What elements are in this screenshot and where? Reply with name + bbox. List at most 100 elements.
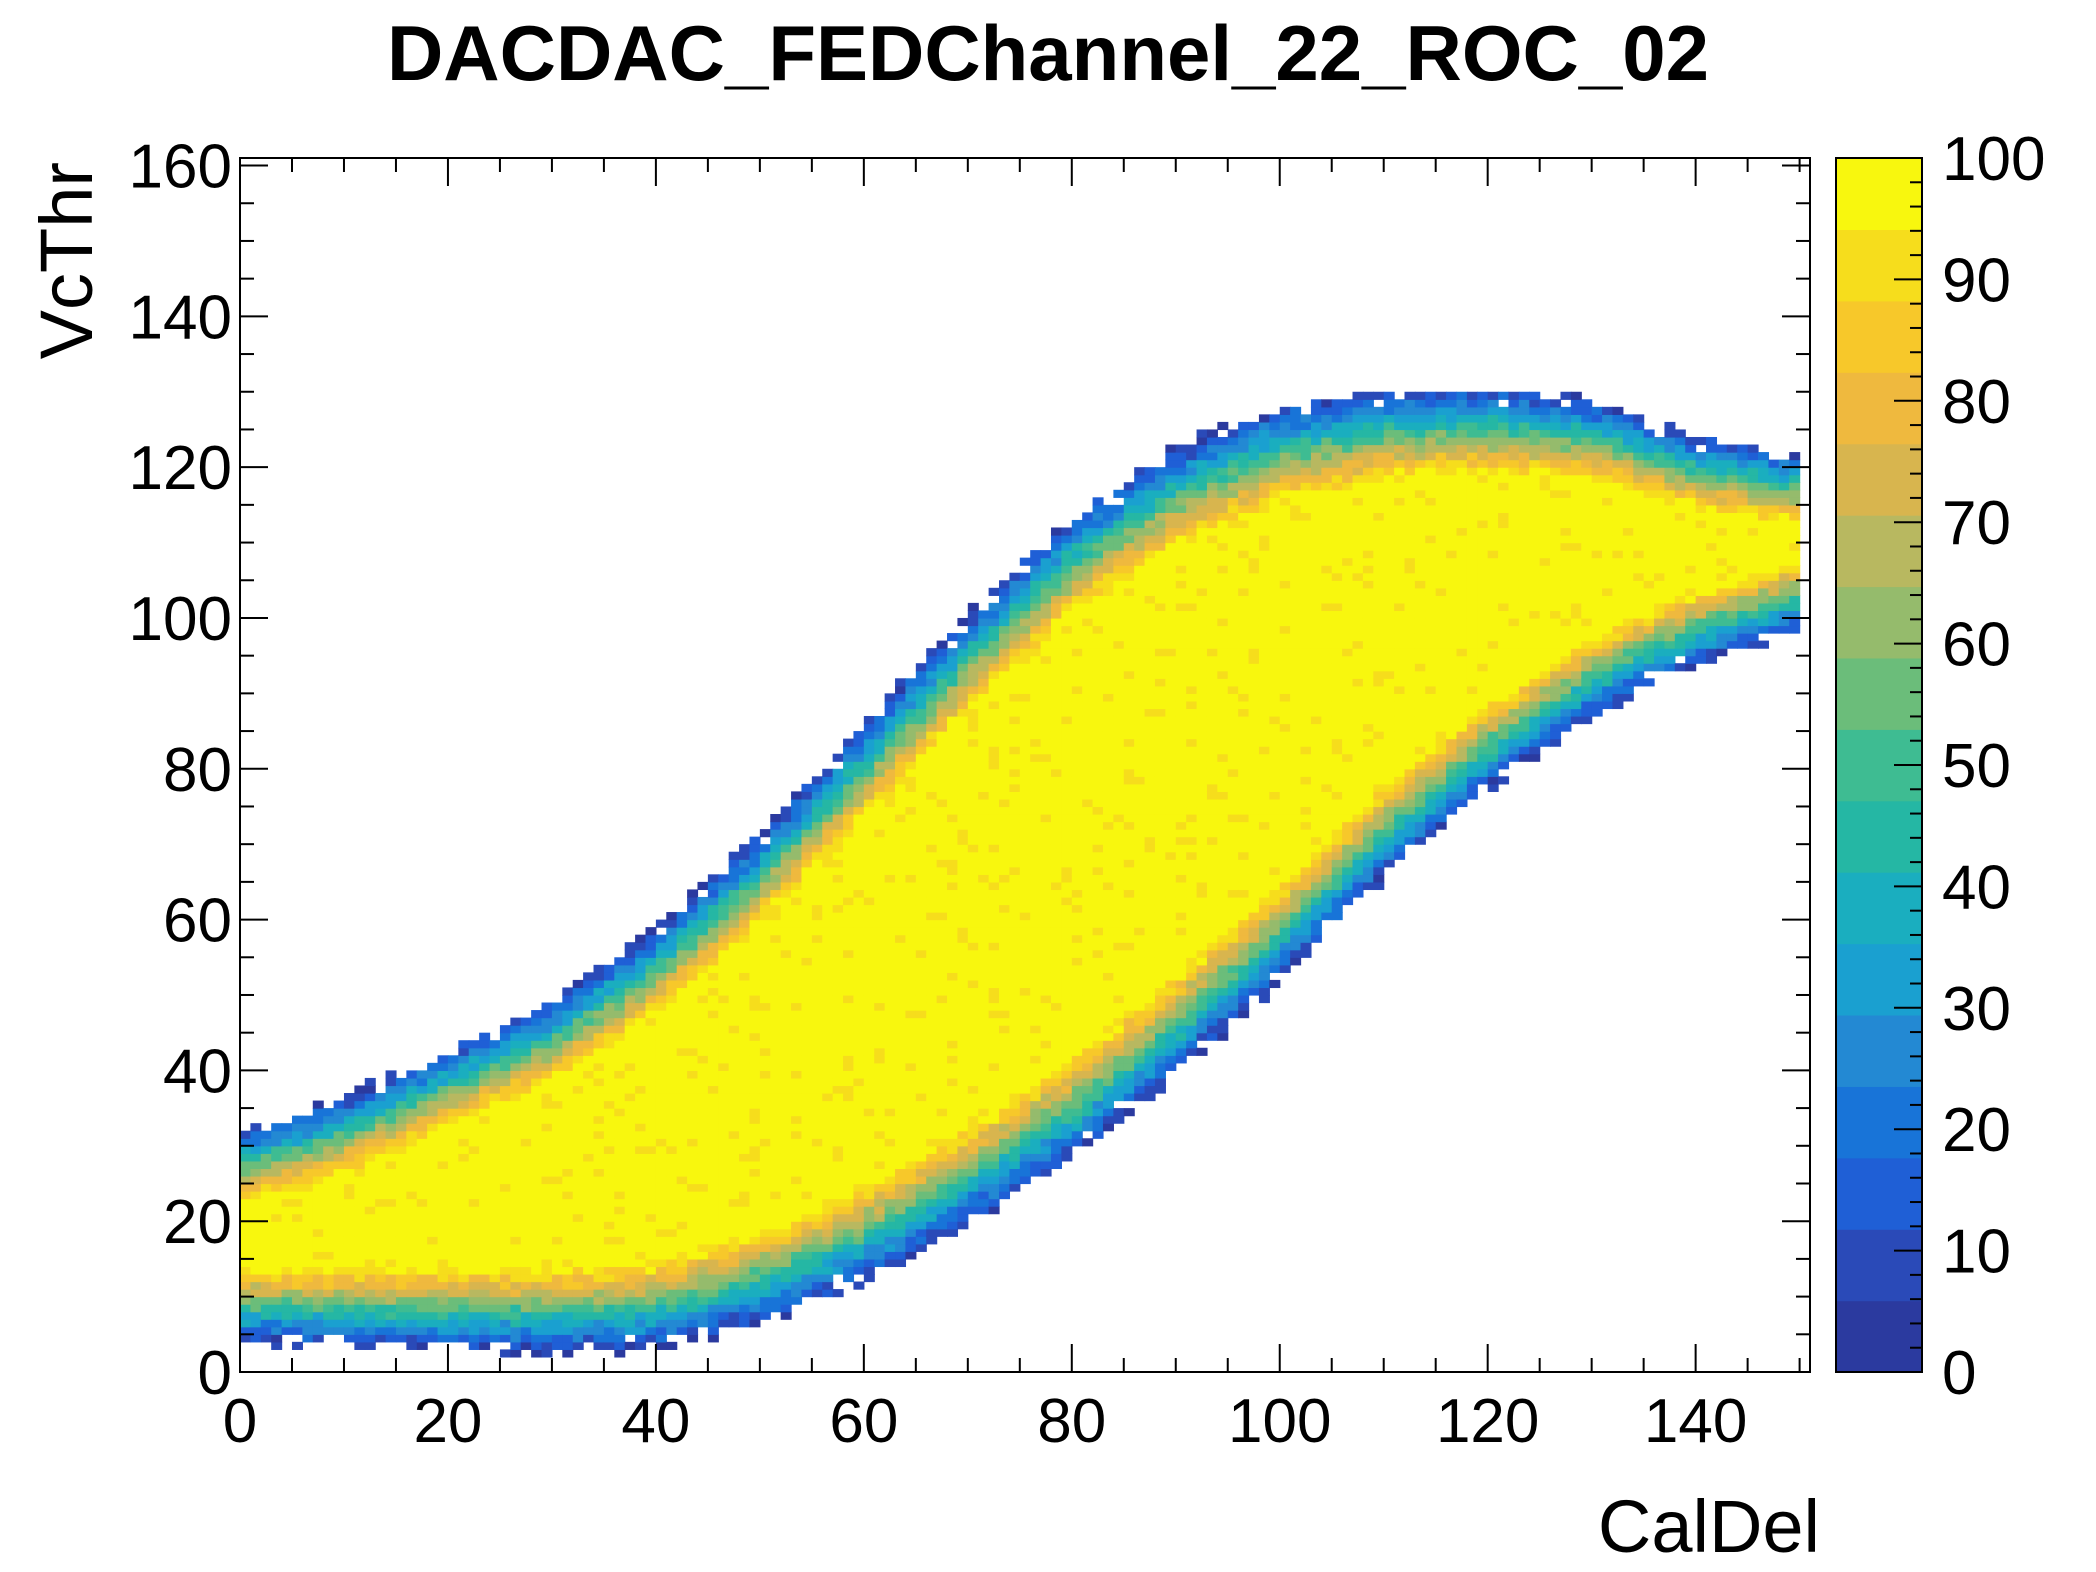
heatmap-cell <box>323 1311 335 1320</box>
heatmap-cell <box>458 1311 470 1320</box>
heatmap-cell <box>583 1334 595 1343</box>
heatmap-cell <box>1050 844 1062 853</box>
heatmap-cell <box>988 1040 1000 1049</box>
heatmap-cell <box>572 1341 584 1350</box>
heatmap-cell <box>593 1236 605 1245</box>
heatmap-cell <box>666 1183 678 1192</box>
heatmap-cell <box>510 1213 522 1222</box>
heatmap-cell <box>541 1002 553 1011</box>
heatmap-cell <box>655 1062 667 1071</box>
heatmap-cell <box>635 1206 647 1215</box>
heatmap-cell <box>832 866 844 875</box>
heatmap-cell <box>1102 1062 1114 1071</box>
heatmap-cell <box>520 1304 532 1313</box>
heatmap-cell <box>1050 1047 1062 1056</box>
heatmap-cell <box>936 708 948 717</box>
heatmap-cell <box>666 1062 678 1071</box>
heatmap-cell <box>489 1145 501 1154</box>
heatmap-cell <box>978 746 990 755</box>
heatmap-cell <box>416 1130 428 1139</box>
heatmap-cell <box>811 874 823 883</box>
heatmap-cell <box>1092 731 1104 740</box>
heatmap-cell <box>489 1206 501 1215</box>
heatmap-cell <box>801 942 813 951</box>
heatmap-cell <box>291 1311 303 1320</box>
heatmap-cell <box>635 1123 647 1132</box>
heatmap-cell <box>541 1296 553 1305</box>
heatmap-cell <box>707 1175 719 1185</box>
heatmap-cell <box>947 633 959 642</box>
heatmap-cell <box>1019 844 1031 853</box>
heatmap-cell <box>947 1206 959 1215</box>
heatmap-cell <box>843 1017 855 1026</box>
heatmap-cell <box>926 1085 938 1094</box>
heatmap-cell <box>1009 602 1021 612</box>
heatmap-cell <box>479 1304 491 1313</box>
heatmap-cell <box>978 1191 990 1200</box>
heatmap-cell <box>759 957 771 966</box>
heatmap-cell <box>739 919 751 928</box>
heatmap-cell <box>541 1213 553 1222</box>
heatmap-cell <box>583 1281 595 1290</box>
heatmap-cell <box>645 1010 657 1019</box>
heatmap-cell <box>863 1062 875 1071</box>
heatmap-cell <box>936 1070 948 1079</box>
heatmap-cell <box>551 1319 563 1328</box>
heatmap-cell <box>1082 738 1094 747</box>
heatmap-cell <box>645 987 657 996</box>
heatmap-cell <box>281 1213 293 1222</box>
heatmap-cell <box>240 1228 251 1237</box>
heatmap-cell <box>718 1070 730 1079</box>
heatmap-cell <box>1092 866 1104 875</box>
heatmap-cell <box>406 1123 418 1132</box>
heatmap-cell <box>884 1077 896 1087</box>
heatmap-cell <box>884 1100 896 1109</box>
heatmap-cell <box>458 1093 470 1102</box>
heatmap-cell <box>1009 859 1021 868</box>
heatmap-cell <box>978 617 990 627</box>
heatmap-cell <box>853 1115 865 1124</box>
heatmap-cell <box>323 1296 335 1305</box>
heatmap-cell <box>739 889 751 898</box>
heatmap-cell <box>479 1160 491 1170</box>
heatmap-cell <box>666 1198 678 1207</box>
heatmap-cell <box>697 1100 709 1109</box>
heatmap-cell <box>666 1010 678 1019</box>
heatmap-cell <box>572 1273 584 1283</box>
heatmap-cell <box>1071 746 1083 755</box>
heatmap-cell <box>312 1168 324 1177</box>
heatmap-cell <box>479 1266 491 1275</box>
heatmap-cell <box>999 708 1011 717</box>
heatmap-cell <box>1030 1168 1042 1177</box>
heatmap-cell <box>603 1236 615 1245</box>
heatmap-cell <box>427 1115 439 1124</box>
heatmap-cell <box>1113 798 1125 808</box>
heatmap-cell <box>967 1085 979 1094</box>
heatmap-cell <box>645 1032 657 1041</box>
heatmap-cell <box>759 1040 771 1049</box>
heatmap-cell <box>988 1025 1000 1034</box>
heatmap-cell <box>707 1266 719 1275</box>
heatmap-cell <box>551 1168 563 1177</box>
heatmap-cell <box>759 1025 771 1034</box>
heatmap-cell <box>520 1168 532 1177</box>
heatmap-cell <box>1040 1160 1052 1170</box>
heatmap-cell <box>978 1017 990 1026</box>
heatmap-cell <box>863 1123 875 1132</box>
heatmap-cell <box>947 836 959 845</box>
heatmap-cell <box>707 1228 719 1237</box>
heatmap-cell <box>978 821 990 830</box>
heatmap-cell <box>385 1236 397 1245</box>
heatmap-cell <box>614 957 626 966</box>
heatmap-cell <box>905 1221 917 1230</box>
heatmap-cell <box>1050 1160 1062 1170</box>
heatmap-cell <box>1092 1010 1104 1019</box>
heatmap-cell <box>728 1191 740 1200</box>
heatmap-cell <box>427 1228 439 1237</box>
heatmap-cell <box>905 927 917 936</box>
heatmap-cell <box>1030 1123 1042 1132</box>
heatmap-cell <box>1050 896 1062 906</box>
heatmap-cell <box>541 1047 553 1056</box>
heatmap-cell <box>718 1183 730 1192</box>
heatmap-cell <box>874 829 886 838</box>
